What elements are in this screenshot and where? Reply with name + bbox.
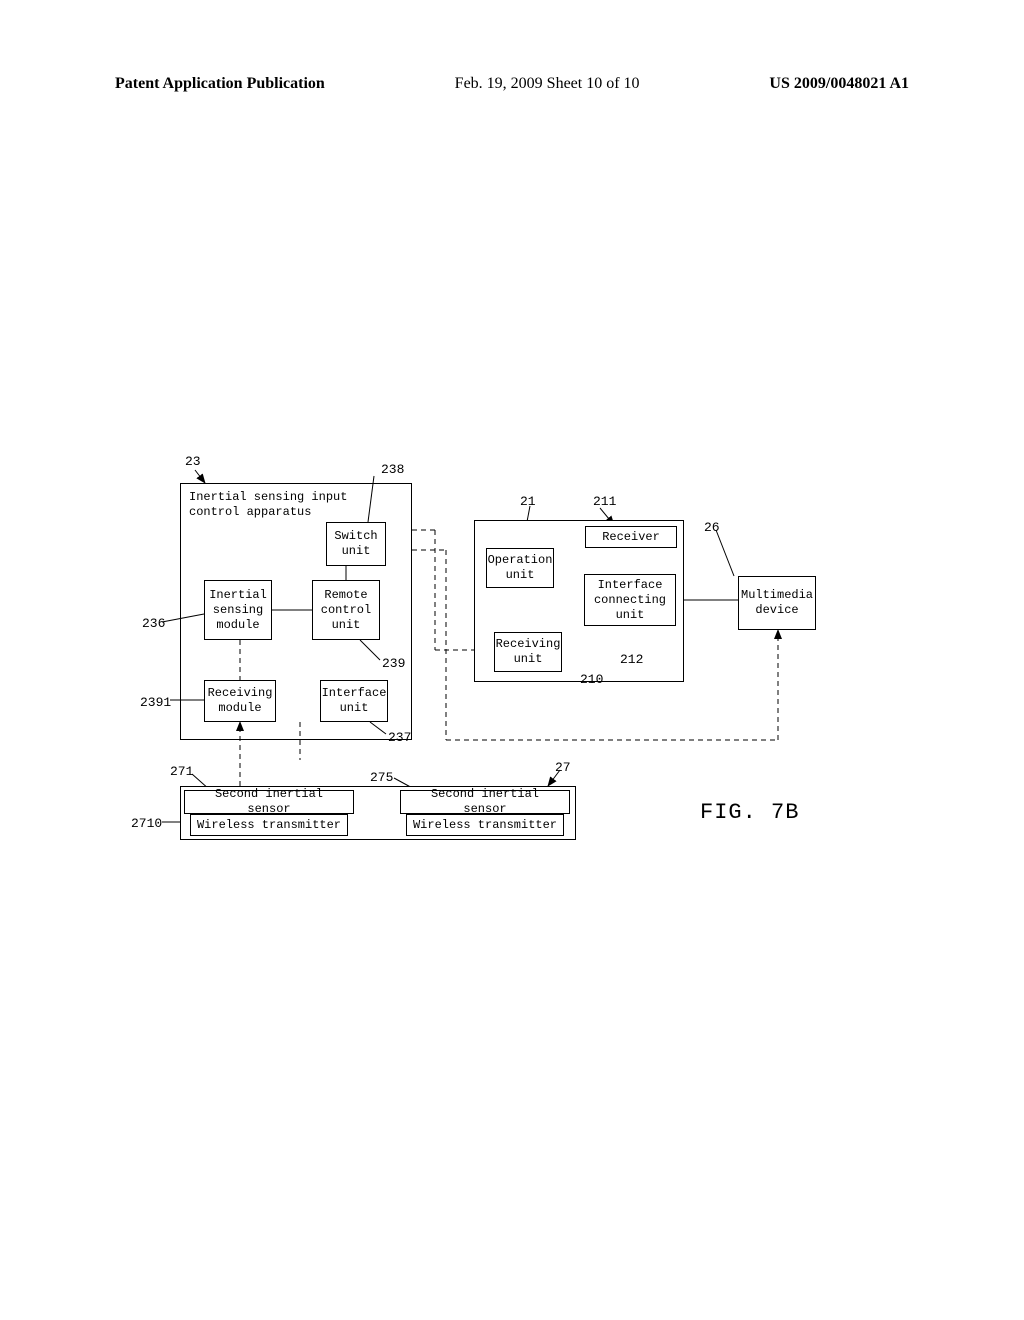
box-receiving_mod: Receiving module — [204, 680, 276, 722]
page: Patent Application Publication Feb. 19, … — [0, 0, 1024, 1320]
ref-label-21: 21 — [520, 494, 536, 509]
ref-label-2710: 2710 — [131, 816, 162, 831]
box-switch_unit: Switch unit — [326, 522, 386, 566]
ref-label-210: 210 — [580, 672, 603, 687]
box-sensor2: Second inertial sensor — [400, 790, 570, 814]
ref-label-211: 211 — [593, 494, 616, 509]
ref-label-26: 26 — [704, 520, 720, 535]
box-wt1: Wireless transmitter — [190, 814, 348, 836]
figure-label: FIG. 7B — [700, 800, 799, 825]
ref-label-2391: 2391 — [140, 695, 171, 710]
ref-label-275: 275 — [370, 770, 393, 785]
box-remote_ctrl: Remote control unit — [312, 580, 380, 640]
box-multimedia: Multimedia device — [738, 576, 816, 630]
ref-label-238: 238 — [381, 462, 404, 477]
ref-label-239: 239 — [382, 656, 405, 671]
ref-label-212: 212 — [620, 652, 643, 667]
box-interface_unit: Interface unit — [320, 680, 388, 722]
ref-label-236: 236 — [142, 616, 165, 631]
box-operation: Operation unit — [486, 548, 554, 588]
inertial-apparatus-title: Inertial sensing input control apparatus — [189, 490, 347, 520]
box-receiver: Receiver — [585, 526, 677, 548]
box-iface_conn: Interface connecting unit — [584, 574, 676, 626]
box-sensor1: Second inertial sensor — [184, 790, 354, 814]
diagram: Inertial sensing input control apparatus… — [0, 0, 1024, 1320]
ref-label-27: 27 — [555, 760, 571, 775]
box-inertial_module: Inertial sensing module — [204, 580, 272, 640]
ref-label-23: 23 — [185, 454, 201, 469]
box-recv_unit: Receiving unit — [494, 632, 562, 672]
box-wt2: Wireless transmitter — [406, 814, 564, 836]
ref-label-237: 237 — [388, 730, 411, 745]
ref-label-271: 271 — [170, 764, 193, 779]
